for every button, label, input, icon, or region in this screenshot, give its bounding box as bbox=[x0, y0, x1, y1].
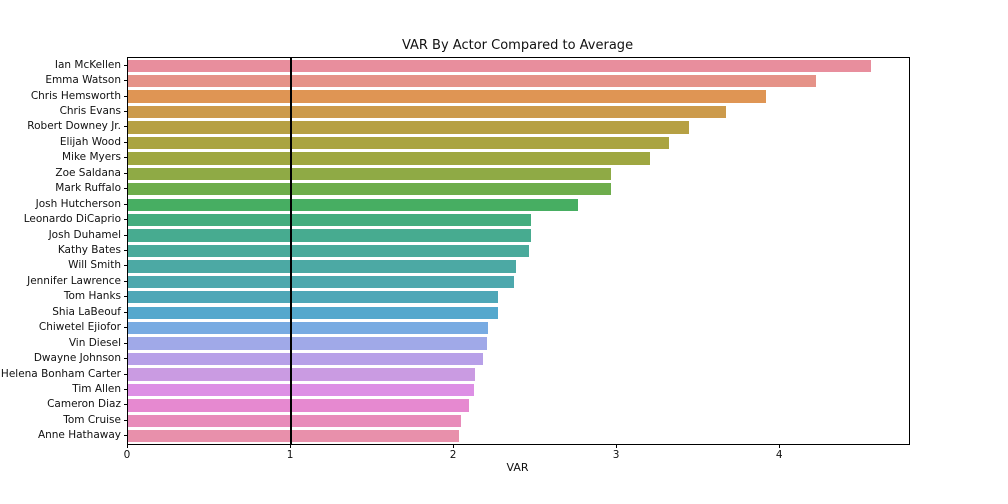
y-tick-mark bbox=[123, 219, 127, 221]
y-tick-label: Ian McKellen bbox=[54, 58, 121, 71]
y-tick-label: Tom Cruise bbox=[63, 413, 121, 426]
y-tick-label: Emma Watson bbox=[45, 74, 121, 87]
y-tick-mark bbox=[123, 342, 127, 344]
y-tick-mark bbox=[123, 157, 127, 159]
y-tick-mark bbox=[123, 203, 127, 205]
bar bbox=[128, 198, 578, 211]
y-tick-mark bbox=[123, 327, 127, 329]
x-tick-mark bbox=[452, 444, 454, 448]
y-tick-label: Elijah Wood bbox=[59, 135, 121, 148]
bar bbox=[128, 399, 469, 412]
bar bbox=[128, 430, 459, 443]
x-tick-label: 1 bbox=[286, 448, 294, 461]
y-tick-label: Tom Hanks bbox=[63, 290, 121, 303]
bar bbox=[128, 322, 489, 335]
y-tick-label: Shia LaBeouf bbox=[52, 305, 121, 318]
y-tick-mark bbox=[123, 404, 127, 406]
average-reference-line bbox=[289, 58, 293, 444]
y-tick-label: Chris Hemsworth bbox=[30, 89, 121, 102]
bar bbox=[128, 306, 499, 319]
y-tick-mark bbox=[123, 358, 127, 360]
y-tick-mark bbox=[123, 296, 127, 298]
bar bbox=[128, 229, 531, 242]
y-tick-mark bbox=[123, 95, 127, 97]
y-tick-mark bbox=[123, 419, 127, 421]
bar bbox=[128, 183, 611, 196]
y-tick-label: Mark Ruffalo bbox=[55, 182, 121, 195]
y-tick-label: Tim Allen bbox=[72, 382, 121, 395]
y-tick-mark bbox=[123, 373, 127, 375]
y-tick-mark bbox=[123, 234, 127, 236]
y-tick-mark bbox=[123, 126, 127, 128]
plot-area bbox=[127, 57, 910, 445]
chart-title: VAR By Actor Compared to Average bbox=[401, 38, 634, 53]
y-tick-mark bbox=[123, 80, 127, 82]
bar bbox=[128, 121, 689, 134]
bar bbox=[128, 167, 611, 180]
y-tick-label: Chris Evans bbox=[59, 105, 121, 118]
y-tick-label: Will Smith bbox=[68, 259, 121, 272]
x-axis-label: VAR bbox=[506, 461, 529, 474]
x-tick-label: 4 bbox=[775, 448, 783, 461]
y-tick-label: Leonardo DiCaprio bbox=[23, 213, 121, 226]
bar bbox=[128, 368, 476, 381]
y-tick-label: Chiwetel Ejiofor bbox=[38, 321, 121, 334]
y-tick-label: Helena Bonham Carter bbox=[0, 367, 121, 380]
bar bbox=[128, 136, 670, 150]
bar bbox=[128, 105, 727, 119]
y-tick-label: Josh Hutcherson bbox=[35, 197, 121, 210]
y-tick-label: Anne Hathaway bbox=[37, 429, 121, 442]
y-tick-mark bbox=[123, 265, 127, 267]
bar bbox=[128, 352, 484, 366]
bar bbox=[128, 414, 461, 427]
y-tick-mark bbox=[123, 388, 127, 390]
bar bbox=[128, 213, 531, 227]
bar bbox=[128, 383, 474, 397]
bar bbox=[128, 244, 530, 258]
y-tick-mark bbox=[123, 141, 127, 143]
bar bbox=[128, 337, 487, 350]
bar bbox=[128, 260, 517, 273]
y-tick-mark bbox=[123, 111, 127, 113]
y-tick-label: Robert Downey Jr. bbox=[27, 120, 121, 133]
y-tick-mark bbox=[123, 188, 127, 190]
y-tick-label: Vin Diesel bbox=[68, 336, 121, 349]
x-tick-label: 3 bbox=[612, 448, 620, 461]
y-tick-label: Josh Duhamel bbox=[48, 228, 121, 241]
y-tick-label: Kathy Bates bbox=[57, 244, 121, 256]
x-tick-mark bbox=[778, 444, 780, 448]
x-tick-label: 0 bbox=[123, 448, 131, 461]
x-tick-mark bbox=[126, 444, 128, 448]
y-tick-mark bbox=[123, 250, 127, 251]
y-tick-label: Cameron Diaz bbox=[47, 398, 121, 411]
y-tick-mark bbox=[123, 311, 127, 313]
y-tick-mark bbox=[123, 172, 127, 174]
bar bbox=[128, 74, 817, 88]
bar bbox=[128, 275, 515, 289]
bar bbox=[128, 291, 499, 304]
x-tick-mark bbox=[289, 444, 291, 448]
bar bbox=[128, 59, 872, 72]
bar bbox=[128, 152, 650, 165]
y-tick-label: Jennifer Lawrence bbox=[27, 274, 121, 287]
y-tick-mark bbox=[123, 280, 127, 282]
x-tick-label: 2 bbox=[449, 448, 457, 461]
y-tick-label: Zoe Saldana bbox=[55, 166, 121, 179]
y-tick-mark bbox=[123, 64, 127, 66]
y-tick-mark bbox=[123, 435, 127, 437]
y-tick-label: Dwayne Johnson bbox=[33, 352, 121, 365]
x-tick-mark bbox=[615, 444, 617, 448]
y-tick-label: Mike Myers bbox=[61, 151, 121, 164]
bar bbox=[128, 90, 766, 103]
